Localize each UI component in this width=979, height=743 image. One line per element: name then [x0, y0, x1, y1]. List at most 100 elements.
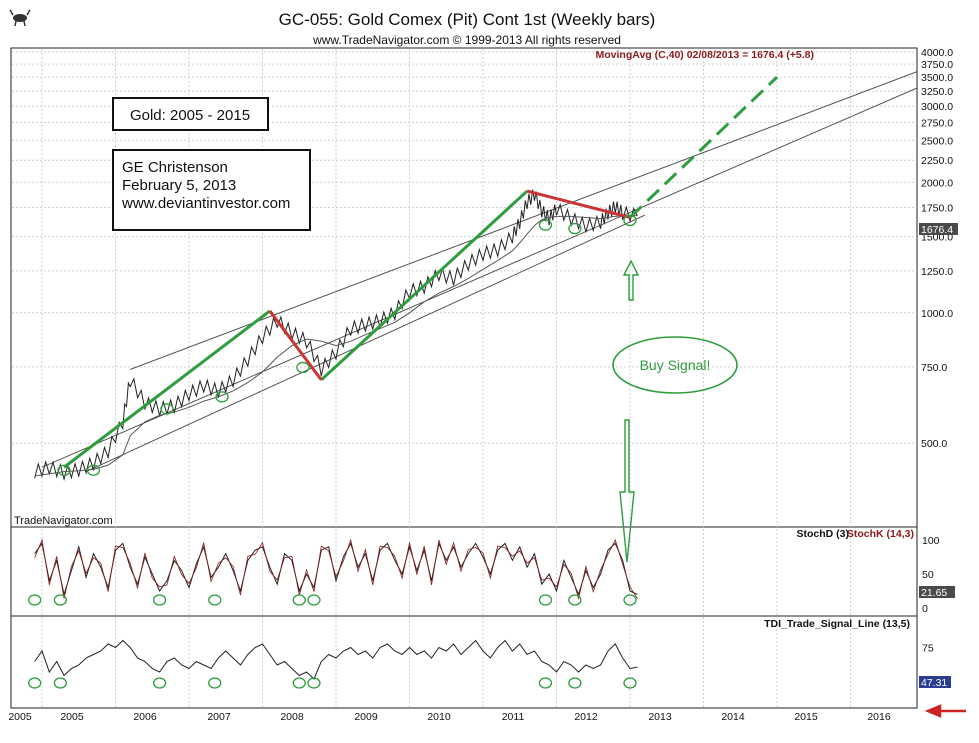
green-trend-line [320, 189, 529, 382]
buy-signal-label: Buy Signal! [640, 357, 711, 373]
x-tick-label: 2008 [280, 711, 304, 723]
stoch-low-marker [307, 594, 321, 606]
x-tick-label: 2005 [60, 711, 84, 723]
stoch-low-marker [53, 594, 68, 606]
tdi-last-value: 47.31 [919, 676, 951, 689]
low-marker [160, 403, 174, 415]
price-tick-label: 2000.0 [921, 177, 953, 189]
x-tick-label: 2013 [648, 711, 672, 723]
channel-inner-line [85, 214, 645, 472]
price-tick-label: 2250.0 [921, 155, 953, 167]
tdi-legend: TDI_Trade_Signal_Line (13,5) [764, 618, 910, 630]
tdi-series [34, 639, 638, 680]
bull-icon [9, 9, 31, 27]
stoch-low-marker [568, 594, 582, 606]
price-series [34, 189, 638, 482]
stoch-low-marker [152, 594, 167, 606]
low-marker [57, 464, 71, 476]
green-trend-line [63, 309, 271, 469]
x-tick-label: 2011 [502, 711, 525, 723]
stoch-last-value: 21.65 [919, 586, 955, 599]
price-tick-label: 3750.0 [921, 59, 953, 71]
x-axis-ticks: 2005 2005 2006 2007 2008 2009 2010 2011 2012 2013… [8, 711, 891, 723]
tdi-low-marker [538, 677, 553, 689]
price-tick-label: 2500.0 [921, 135, 953, 147]
low-marker [538, 219, 553, 231]
moving-avg-legend: MovingAvg (C,40) 02/08/2013 = 1676.4 (+5… [596, 49, 814, 61]
tdi-panel [28, 639, 638, 689]
stoch-tick-label: 50 [922, 569, 934, 581]
low-marker [215, 391, 229, 403]
x-tick-label: 2010 [427, 711, 451, 723]
tdi-low-marker [53, 677, 68, 689]
svg-text:1676.4: 1676.4 [921, 224, 953, 236]
x-tick-label: 2009 [354, 711, 378, 723]
x-tick-label: 2007 [207, 711, 231, 723]
price-last-value: 1676.4 [919, 223, 958, 236]
stoch-low-marker [208, 594, 222, 606]
price-tick-label: 4000.0 [921, 47, 953, 59]
annotation-box-1-text: Gold: 2005 - 2015 [130, 107, 250, 124]
annotation-box-1 [112, 97, 269, 131]
tdi-tick-label: 75 [922, 643, 934, 655]
channel-upper-line [130, 71, 917, 370]
low-marker [568, 222, 582, 235]
tdi-low-marker [152, 677, 167, 689]
stoch-tick-label: 0 [922, 603, 928, 615]
down-arrow-icon [619, 419, 635, 563]
price-tick-label: 1250.0 [921, 266, 953, 278]
up-arrow-icon [622, 259, 640, 301]
tdi-low-marker [292, 677, 306, 689]
annotation-box-2-line-2: February 5, 2013 [122, 177, 236, 194]
annotation-box-2-line-1: GE Christenson [122, 159, 228, 176]
price-tick-label: 1750.0 [921, 203, 953, 215]
svg-text:21.65: 21.65 [921, 587, 947, 599]
price-panel [34, 71, 917, 482]
price-tick-label: 1000.0 [921, 308, 953, 320]
price-tick-label: 750.0 [921, 362, 947, 374]
tdi-low-marker [28, 677, 42, 689]
price-tick-label: 3500.0 [921, 72, 953, 84]
stoch-low-marker [538, 594, 553, 606]
price-tick-label: 3250.0 [921, 86, 953, 98]
stoch-low-marker [28, 594, 42, 606]
low-marker [623, 214, 637, 227]
low-marker [86, 464, 101, 476]
svg-text:47.31: 47.31 [921, 677, 947, 689]
x-tick-label: 2006 [133, 711, 157, 723]
tdi-low-marker [208, 677, 222, 689]
stoch-k-series [34, 538, 638, 601]
stoch-tick-label: 100 [922, 535, 940, 547]
x-tick-label: 2015 [794, 711, 818, 723]
tdi-low-marker [568, 677, 582, 689]
channel-lower-line [41, 87, 917, 468]
x-tick-label: 2005 [8, 711, 32, 723]
tdi-low-marker [623, 677, 637, 689]
arrow-left-icon[interactable] [924, 704, 966, 718]
stoch-low-marker [623, 594, 637, 606]
projection-line [628, 76, 779, 219]
moving-avg-series [34, 215, 638, 477]
annotation-box-2-line-3: www.deviantinvestor.com [121, 195, 290, 212]
price-tick-label: 500.0 [921, 438, 947, 450]
low-marker [296, 361, 310, 374]
x-tick-label: 2012 [574, 711, 598, 723]
stoch-k-legend: StochK (14,3) [847, 528, 914, 540]
price-tick-label: 2750.0 [921, 117, 953, 129]
price-tick-label: 3000.0 [921, 101, 953, 113]
stoch-low-marker [292, 594, 306, 606]
buy-signal-ellipse [612, 336, 738, 394]
red-trend-line [268, 310, 323, 381]
watermark: TradeNavigator.com [14, 515, 113, 527]
grid-lines [12, 49, 916, 707]
chart-title: GC-055: Gold Comex (Pit) Cont 1st (Weekl… [279, 10, 656, 29]
x-tick-label: 2016 [867, 711, 891, 723]
stochastic-panel [28, 538, 638, 606]
red-trend-line [526, 189, 631, 219]
x-tick-label: 2014 [721, 711, 745, 723]
stoch-d-legend: StochD (3) [797, 528, 850, 540]
annotation-box-2 [112, 149, 311, 231]
